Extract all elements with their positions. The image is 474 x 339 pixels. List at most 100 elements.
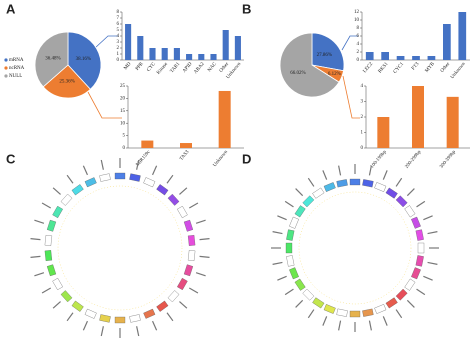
label-stub — [427, 261, 438, 265]
segment — [385, 187, 398, 199]
label-stub — [52, 301, 61, 309]
label-stub — [277, 215, 287, 221]
segment — [84, 177, 97, 188]
bar — [443, 24, 451, 60]
slice-label: 66.02% — [290, 71, 305, 76]
x-tick-label: TAS3 — [179, 149, 191, 161]
slice-label: 25.36% — [59, 80, 74, 85]
segment — [44, 235, 53, 246]
label-stub — [41, 202, 52, 209]
segment — [404, 278, 416, 291]
label-stub — [382, 316, 388, 326]
label-stub — [136, 159, 140, 170]
pie-slice — [311, 32, 345, 72]
segment — [46, 264, 57, 277]
segment — [60, 290, 73, 303]
x-tick-label: 200-299bp — [405, 149, 423, 169]
segment — [323, 182, 336, 192]
label-stub — [100, 326, 104, 337]
x-tick-label: FT3 — [411, 61, 421, 71]
y-tick-label: 4 — [361, 84, 364, 89]
segment — [395, 288, 408, 301]
bar — [381, 52, 389, 60]
label-stub — [199, 237, 210, 241]
segment — [52, 277, 63, 291]
y-tick-label: 10 — [120, 121, 126, 126]
segment — [71, 300, 84, 312]
label-stub — [307, 177, 315, 187]
slice-label: 38.16% — [76, 57, 91, 62]
segment — [411, 267, 421, 280]
y-tick-label: 10 — [354, 18, 360, 23]
label-stub — [382, 170, 388, 180]
segment — [336, 308, 348, 317]
y-tick-label: 3 — [117, 40, 120, 45]
segment — [289, 216, 299, 229]
label-stub — [406, 299, 415, 308]
label-stub — [423, 275, 433, 281]
segment — [336, 179, 348, 188]
label-stub — [395, 177, 403, 187]
y-tick-label: 2 — [117, 46, 120, 51]
segment — [129, 173, 141, 182]
ring — [298, 191, 412, 305]
y-tick-label: 4 — [117, 34, 120, 39]
label-stub — [52, 187, 61, 195]
label-stub — [406, 188, 415, 197]
bar — [234, 36, 241, 60]
pie-slice — [42, 64, 91, 99]
bar — [446, 96, 459, 148]
segment — [312, 187, 325, 199]
pie-slice — [67, 31, 102, 90]
label-stub — [322, 170, 328, 180]
bar — [198, 54, 205, 60]
y-tick-label: 20 — [120, 97, 126, 102]
segment — [177, 277, 188, 291]
segment — [187, 250, 196, 261]
legend-swatch — [4, 74, 8, 78]
y-tick-label: 0 — [357, 58, 360, 63]
x-tick-label: Other — [440, 62, 451, 74]
y-tick-label: 0 — [117, 58, 120, 63]
segment — [177, 205, 188, 219]
label-stub — [295, 188, 304, 197]
x-tick-label: APID — [182, 62, 194, 74]
bar — [210, 54, 217, 60]
segment — [312, 297, 325, 309]
panel-label: B — [242, 1, 251, 16]
segment — [99, 314, 111, 323]
y-tick-label: 4 — [357, 42, 360, 47]
label-stub — [416, 288, 426, 296]
slice-label: 6.12% — [328, 72, 341, 77]
segment — [71, 184, 84, 196]
bar — [377, 117, 390, 148]
legend-swatch — [4, 58, 8, 62]
segment — [183, 264, 194, 277]
x-tick-label: PPR — [135, 61, 145, 72]
segment — [143, 177, 156, 188]
segment — [404, 205, 416, 218]
label-stub — [284, 200, 294, 208]
x-tick-label: NAC — [207, 61, 218, 73]
connector — [87, 91, 122, 119]
label-stub — [166, 174, 174, 184]
label-stub — [179, 301, 188, 309]
segment — [323, 304, 336, 314]
segment — [99, 173, 111, 182]
legend-label: mRNA — [9, 58, 24, 63]
label-stub — [272, 261, 283, 265]
x-tick-label: Unknown — [450, 61, 467, 80]
x-tick-label: Unknown — [213, 149, 230, 168]
segment — [46, 219, 57, 232]
label-stub — [277, 275, 287, 281]
x-tick-label: Other — [219, 62, 230, 74]
label-stub — [179, 187, 188, 195]
segment — [286, 255, 295, 267]
label-stub — [188, 287, 199, 294]
segment — [385, 297, 398, 309]
y-tick-label: 5 — [117, 28, 120, 33]
segment — [302, 288, 315, 301]
label-stub — [338, 165, 342, 176]
panel-label: A — [6, 1, 16, 16]
